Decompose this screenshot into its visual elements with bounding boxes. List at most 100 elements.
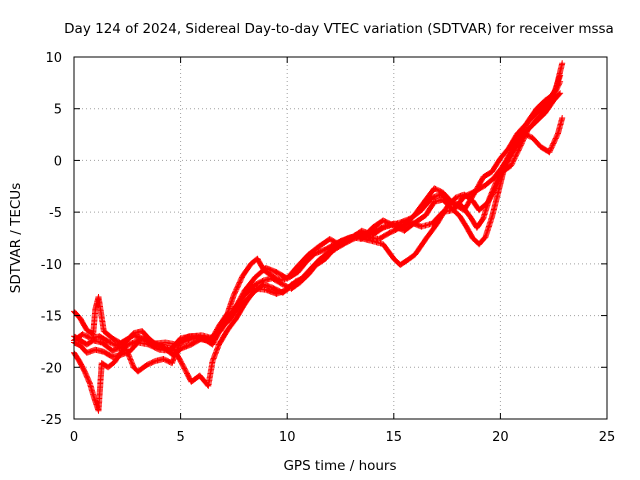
data-point (263, 279, 265, 282)
data-point (531, 137, 533, 139)
data-point (201, 338, 203, 340)
data-point (299, 281, 301, 284)
data-point (367, 232, 369, 234)
data-point (282, 283, 284, 286)
data-point (544, 112, 546, 114)
data-point (186, 372, 188, 375)
data-point (493, 177, 495, 179)
data-point (420, 209, 423, 211)
data-point (84, 370, 86, 373)
data-point (318, 245, 320, 247)
y-axis-label: SDTVAR / TECUs (8, 183, 24, 293)
data-point (329, 238, 331, 240)
data-point (469, 216, 472, 218)
data-point (180, 360, 182, 362)
data-point (540, 146, 542, 148)
data-point (133, 366, 135, 368)
data-point (382, 243, 384, 245)
data-point (324, 256, 327, 258)
data-point (133, 334, 135, 336)
data-point (403, 230, 406, 232)
data-point (288, 276, 290, 278)
x-axis-tick-labels: 0 5 10 15 20 25 (70, 430, 615, 445)
data-point (361, 230, 363, 232)
y-tick-label: -25 (41, 413, 62, 428)
data-point (433, 201, 435, 203)
data-point (536, 108, 538, 110)
y-tick-label: 0 (54, 154, 62, 169)
data-point (254, 283, 256, 286)
data-point (241, 275, 244, 277)
data-point (527, 120, 529, 122)
data-point (103, 330, 105, 332)
data-point (233, 294, 235, 296)
data-point (553, 99, 555, 102)
data-point (190, 381, 192, 383)
data-point (265, 267, 267, 269)
data-point (133, 341, 135, 344)
data-point (237, 302, 239, 304)
data-point (263, 283, 265, 286)
data-point (148, 343, 150, 346)
data-point (442, 211, 444, 213)
data-point (388, 224, 391, 227)
data-point (89, 383, 91, 385)
data-point (220, 329, 222, 331)
data-point (154, 342, 156, 345)
data-point (559, 92, 561, 94)
data-point (450, 201, 452, 203)
data-point (499, 157, 501, 159)
data-point (478, 243, 480, 245)
data-point (111, 337, 113, 339)
data-point (482, 217, 484, 219)
data-point (116, 344, 118, 347)
data-point (199, 374, 201, 377)
data-point (484, 236, 487, 238)
data-point (290, 283, 293, 286)
data-point (86, 352, 88, 354)
data-point (548, 151, 551, 153)
x-tick-label: 20 (492, 430, 509, 445)
data-point (271, 287, 273, 289)
data-point (346, 238, 348, 240)
data-point (516, 132, 519, 135)
data-point (497, 191, 499, 194)
data-point (143, 338, 145, 340)
data-point (472, 200, 474, 202)
data-point (452, 209, 455, 211)
data-point (124, 346, 126, 348)
data-point (382, 219, 384, 222)
data-point (275, 271, 278, 273)
data-point (243, 290, 246, 292)
data-point (124, 339, 126, 341)
data-point (290, 288, 293, 290)
data-point (425, 199, 427, 201)
data-point (378, 238, 380, 240)
data-point (265, 289, 267, 291)
data-point (461, 205, 463, 207)
data-point (561, 117, 563, 119)
series-day-5 (71, 72, 564, 349)
data-point (111, 350, 113, 352)
data-point (314, 252, 316, 255)
data-point (399, 264, 401, 266)
data-point (472, 237, 474, 239)
data-point (175, 343, 177, 346)
data-point (378, 228, 380, 230)
data-points-layer (71, 60, 566, 414)
data-point (207, 385, 209, 387)
data-point (371, 240, 374, 242)
data-point (120, 354, 122, 356)
x-tick-label: 15 (386, 430, 403, 445)
data-point (459, 215, 461, 217)
data-point (361, 238, 363, 240)
data-point (79, 339, 81, 341)
tick-marks (73, 56, 608, 420)
data-point (491, 216, 493, 218)
data-point-markers (71, 72, 564, 349)
data-point (141, 330, 143, 332)
data-point (399, 227, 401, 229)
y-axis-tick-labels: 10 5 0 -5 -10 -15 -20 -25 (41, 51, 62, 428)
data-point (420, 226, 423, 228)
data-point (440, 193, 442, 196)
